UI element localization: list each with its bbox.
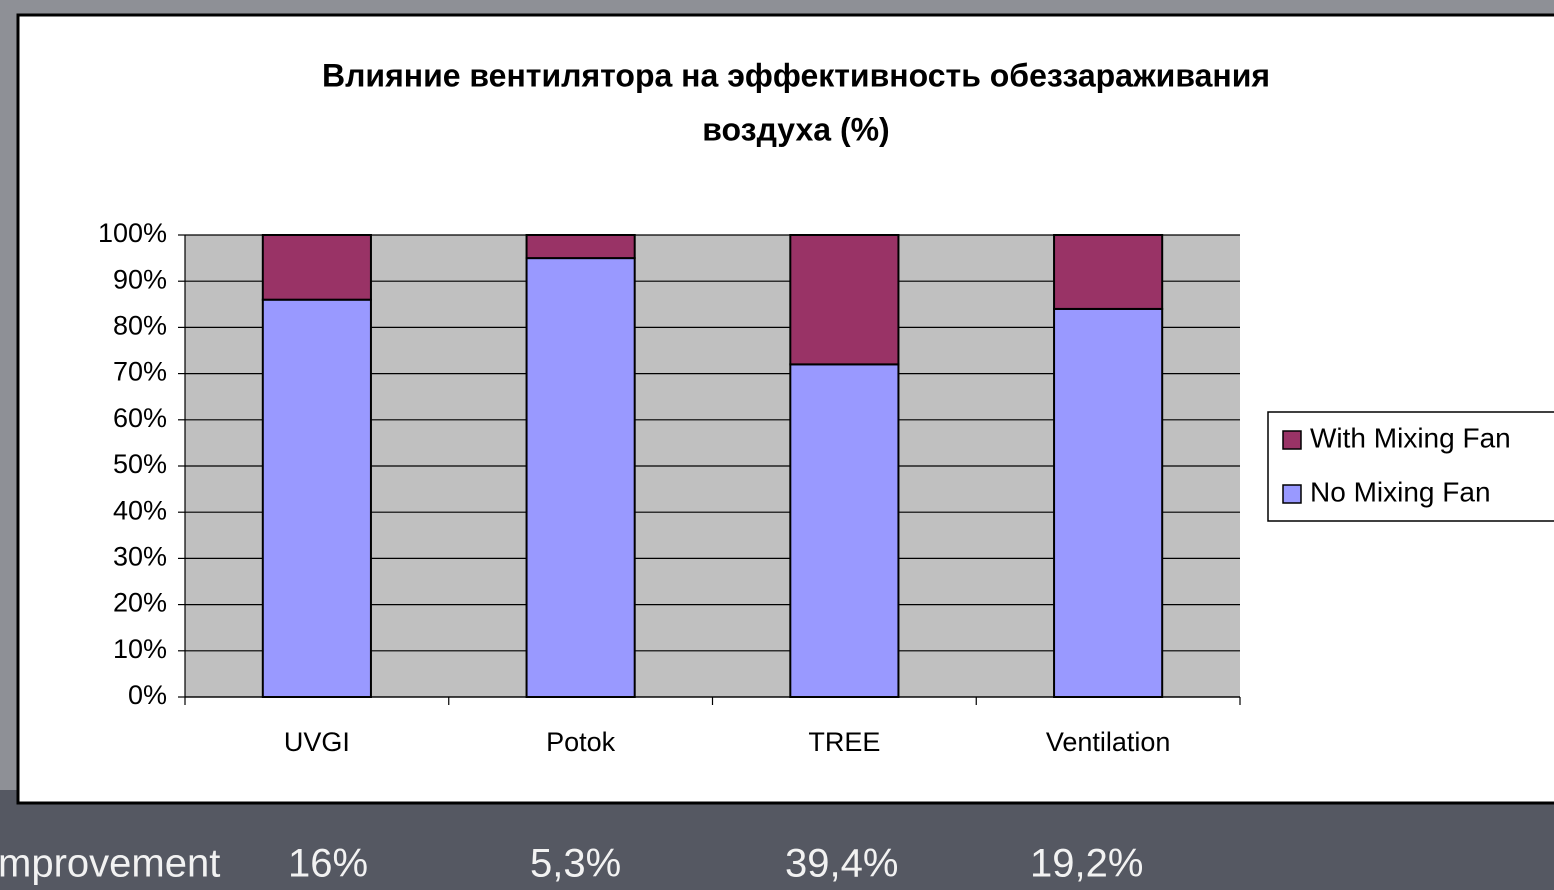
legend-label: With Mixing Fan bbox=[1310, 422, 1511, 453]
x-tick-label: Potok bbox=[546, 727, 616, 757]
footer-value: 39,4% bbox=[785, 842, 898, 886]
x-tick-label: UVGI bbox=[284, 727, 350, 757]
y-tick-label: 30% bbox=[113, 542, 167, 572]
footer-value: 19,2% bbox=[1030, 842, 1143, 886]
bar-segment bbox=[1053, 307, 1164, 698]
bar-segment bbox=[261, 298, 372, 698]
x-tick-label: TREE bbox=[808, 727, 880, 757]
chart-title: воздуха (%) bbox=[702, 111, 889, 147]
footer-value: 5,3% bbox=[530, 842, 621, 886]
y-tick-label: 100% bbox=[98, 218, 167, 248]
bar-segment bbox=[789, 234, 900, 366]
bar-segment bbox=[261, 234, 372, 301]
y-tick-label: 90% bbox=[113, 264, 167, 294]
legend-swatch bbox=[1282, 484, 1302, 504]
y-tick-label: 60% bbox=[113, 403, 167, 433]
bar-segment bbox=[789, 363, 900, 698]
chart-title: Влияние вентилятора на эффективность обе… bbox=[322, 57, 1270, 93]
legend bbox=[1267, 411, 1554, 522]
y-tick-label: 0% bbox=[128, 680, 167, 710]
bar-segment bbox=[525, 234, 636, 260]
y-tick-label: 50% bbox=[113, 449, 167, 479]
y-tick-label: 40% bbox=[113, 495, 167, 525]
x-tick-label: Ventilation bbox=[1046, 727, 1171, 757]
bar-segment bbox=[1053, 234, 1164, 310]
legend-label: No Mixing Fan bbox=[1310, 476, 1491, 507]
y-tick-label: 20% bbox=[113, 588, 167, 618]
footer-label: mprovement bbox=[0, 842, 220, 886]
footer-value: 16% bbox=[288, 842, 368, 886]
bar-segment bbox=[525, 257, 636, 698]
legend-swatch bbox=[1282, 430, 1302, 450]
y-tick-label: 70% bbox=[113, 357, 167, 387]
y-tick-label: 80% bbox=[113, 311, 167, 341]
y-tick-label: 10% bbox=[113, 634, 167, 664]
